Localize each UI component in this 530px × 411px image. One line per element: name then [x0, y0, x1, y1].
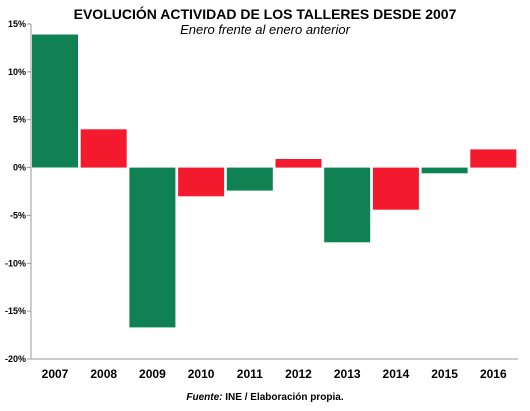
- chart-subtitle: Enero frente al enero anterior: [180, 22, 350, 37]
- source-text: INE / Elaboración propia.: [222, 392, 344, 403]
- y-tick-label: -20%: [5, 354, 26, 364]
- x-tick-label: 2014: [383, 367, 410, 381]
- y-tick-label: -5%: [10, 210, 26, 220]
- x-tick-label: 2010: [188, 367, 215, 381]
- y-tick-label: 10%: [8, 67, 26, 77]
- y-tick-label: 0%: [13, 163, 26, 173]
- chart-title: EVOLUCIÓN ACTIVIDAD DE LOS TALLERES DESD…: [73, 6, 457, 22]
- x-tick-label: 2013: [334, 367, 361, 381]
- source-note: Fuente: INE / Elaboración propia.: [0, 392, 530, 403]
- bar-2012: [275, 159, 322, 168]
- bar-2007: [32, 34, 78, 168]
- bar-2009: [129, 167, 176, 328]
- x-tick-label: 2011: [237, 367, 263, 381]
- x-tick-label: 2016: [480, 367, 507, 381]
- bar-2013: [324, 167, 371, 243]
- x-tick-label: 2012: [285, 367, 312, 381]
- source-prefix: Fuente:: [186, 392, 223, 403]
- x-tick-label: 2007: [42, 367, 69, 381]
- bar-2016: [470, 149, 517, 168]
- bar-2015: [421, 167, 468, 174]
- bar-2010: [178, 167, 225, 197]
- y-tick-label: -10%: [5, 258, 26, 268]
- x-tick-label: 2008: [90, 367, 117, 381]
- y-tick-label: 15%: [8, 19, 26, 29]
- bar-2011: [226, 167, 273, 191]
- y-tick-label: -15%: [5, 306, 26, 316]
- bar-2014: [372, 167, 419, 210]
- bar-2008: [80, 129, 127, 168]
- y-tick-label: 5%: [13, 115, 26, 125]
- x-tick-label: 2015: [431, 367, 458, 381]
- x-tick-label: 2009: [139, 367, 166, 381]
